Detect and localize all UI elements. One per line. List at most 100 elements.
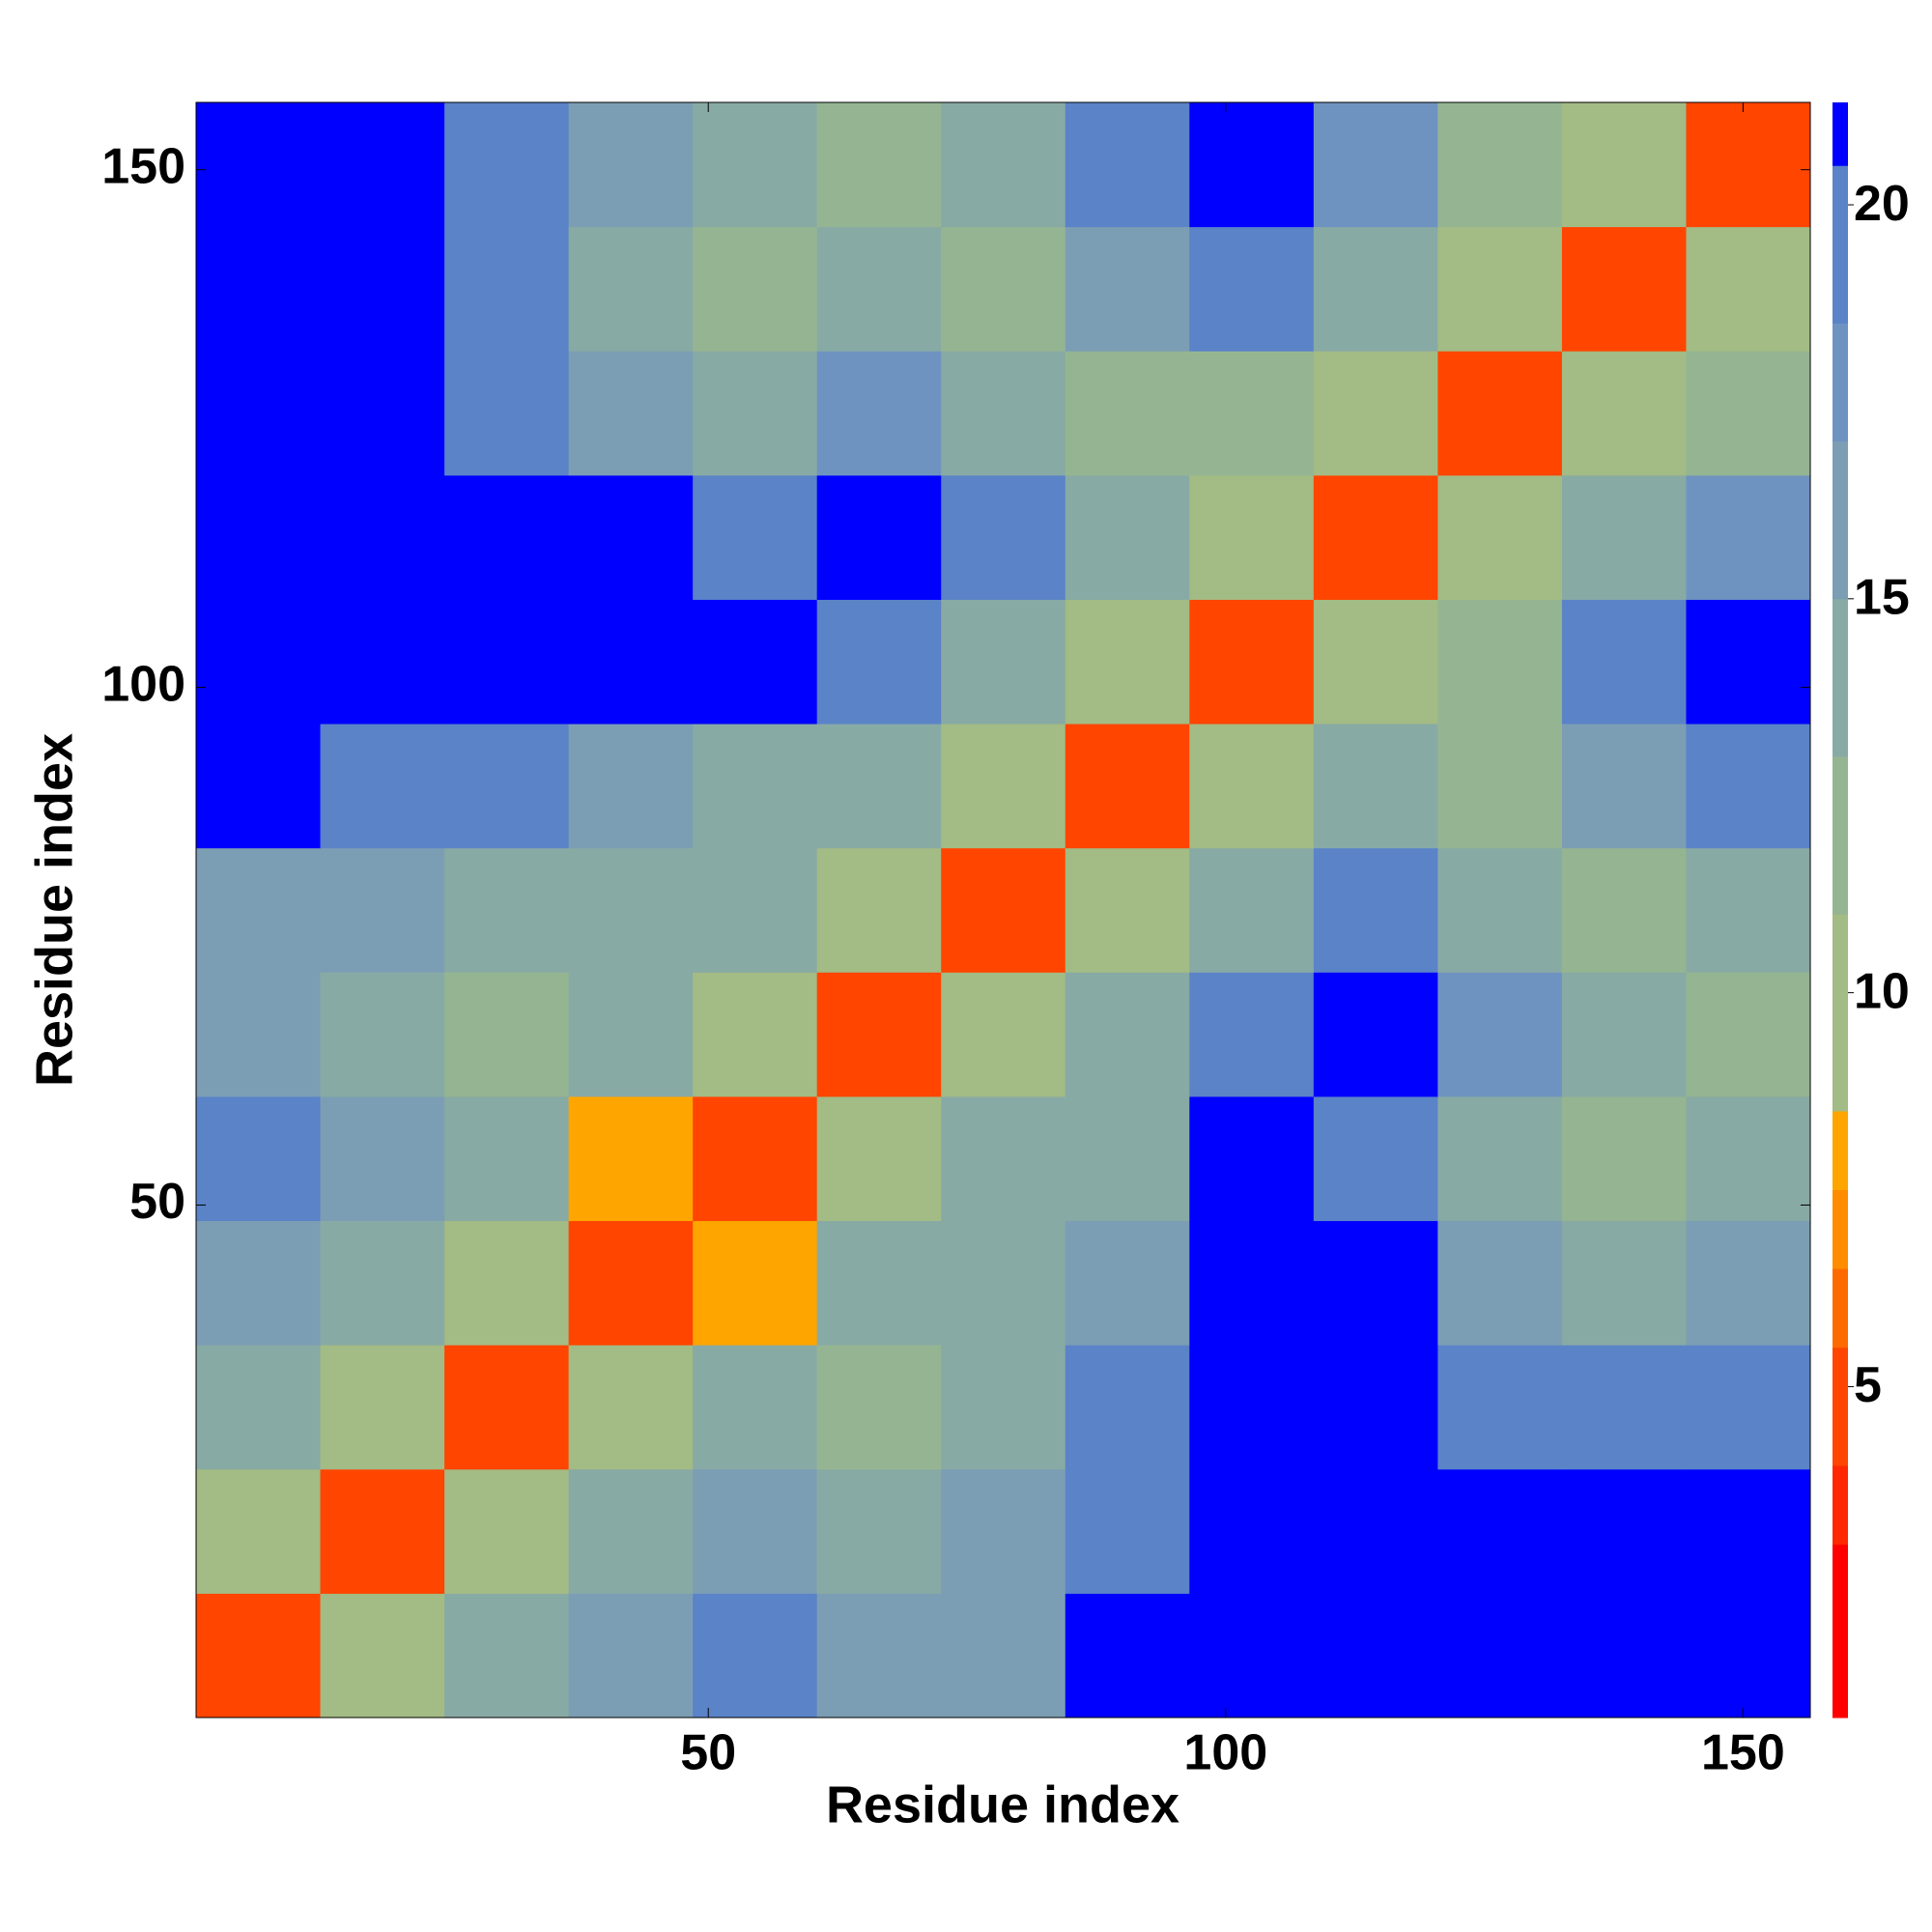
- y-tick-label: 100: [101, 656, 185, 712]
- heatmap-cell: [1189, 1593, 1315, 1719]
- heatmap-cell: [693, 351, 818, 476]
- heatmap-cell: [1313, 724, 1438, 849]
- heatmap-cell: [693, 972, 818, 1097]
- heatmap-cell: [1189, 102, 1315, 228]
- heatmap-cell: [941, 474, 1066, 600]
- heatmap-cell: [1561, 351, 1687, 476]
- heatmap-cell: [1686, 1345, 1811, 1470]
- heatmap-cell: [1313, 1345, 1438, 1470]
- heatmap-cell: [1065, 847, 1190, 973]
- heatmap-cell: [1065, 1095, 1190, 1222]
- heatmap-cell: [1065, 724, 1190, 849]
- heatmap-cell: [444, 1593, 570, 1719]
- heatmap-cell: [1189, 599, 1315, 724]
- heatmap-cell: [1065, 972, 1190, 1097]
- heatmap-cell: [1313, 1220, 1438, 1346]
- heatmap-cell: [1561, 1220, 1687, 1346]
- heatmap-cell: [196, 474, 322, 600]
- heatmap-cell: [1686, 351, 1811, 476]
- heatmap-cell: [1065, 351, 1190, 476]
- heatmap-cell: [1686, 226, 1811, 352]
- heatmap-cell: [444, 972, 570, 1097]
- heatmap-cell: [320, 724, 445, 849]
- colorbar-tick-label: 10: [1854, 963, 1910, 1019]
- heatmap-cell: [1561, 599, 1687, 724]
- colorbar-segment: [1833, 440, 1848, 600]
- colorbar-segment: [1833, 1465, 1848, 1546]
- heatmap-cell: [320, 972, 445, 1097]
- y-tick-label: 50: [129, 1174, 185, 1230]
- heatmap-cell: [444, 1095, 570, 1222]
- heatmap-cell: [693, 1468, 818, 1594]
- heatmap-cell: [568, 1095, 694, 1222]
- heatmap-cell: [1686, 1220, 1811, 1346]
- heatmap-cell: [693, 1220, 818, 1346]
- heatmap-cell: [320, 226, 445, 352]
- heatmap-cell: [1189, 724, 1315, 849]
- heatmap-cell: [1437, 724, 1563, 849]
- heatmap-cell: [1437, 1345, 1563, 1470]
- heatmap-cell: [568, 847, 694, 973]
- heatmap-cell: [693, 1095, 818, 1222]
- heatmap-cell: [816, 226, 942, 352]
- heatmap-cell: [1313, 351, 1438, 476]
- heatmap-cell: [1437, 226, 1563, 352]
- heatmap-cell: [444, 724, 570, 849]
- heatmap-cell: [941, 1593, 1066, 1719]
- heatmap-cell: [693, 847, 818, 973]
- heatmap-cell: [568, 972, 694, 1097]
- heatmap-cell: [816, 102, 942, 228]
- heatmap-cell: [320, 1468, 445, 1594]
- y-tick-label: 150: [101, 138, 185, 194]
- colorbar-segment: [1833, 165, 1848, 324]
- heatmap-cell: [444, 599, 570, 724]
- heatmap-cell: [1065, 1468, 1190, 1594]
- heatmap-cell: [1686, 474, 1811, 600]
- heatmap-cell: [1313, 1468, 1438, 1594]
- heatmap-cell: [816, 1468, 942, 1594]
- colorbar-tick-label: 20: [1854, 176, 1910, 232]
- heatmap-cell: [816, 1095, 942, 1222]
- heatmap-cell: [1065, 1593, 1190, 1719]
- heatmap-cell: [444, 351, 570, 476]
- heatmap-cell: [196, 1095, 322, 1222]
- heatmap-cell: [320, 1220, 445, 1346]
- heatmap-cell: [816, 972, 942, 1097]
- heatmap-cell: [568, 599, 694, 724]
- heatmap-cell: [941, 1220, 1066, 1346]
- heatmap-cell: [1313, 474, 1438, 600]
- heatmap-cell: [1065, 226, 1190, 352]
- heatmap-cell: [1313, 847, 1438, 973]
- heatmap-cell: [1189, 1468, 1315, 1594]
- heatmap-cell: [320, 847, 445, 973]
- heatmap-cell: [816, 474, 942, 600]
- heatmap-cell: [568, 226, 694, 352]
- colorbar-segment: [1833, 323, 1848, 442]
- heatmap-cell: [1189, 351, 1315, 476]
- heatmap-cell: [1065, 102, 1190, 228]
- heatmap-cell: [1313, 1095, 1438, 1222]
- heatmap-cell: [320, 599, 445, 724]
- heatmap-cell: [568, 351, 694, 476]
- heatmap-cell: [320, 474, 445, 600]
- heatmap-cell: [1686, 724, 1811, 849]
- heatmap-cell: [1189, 1220, 1315, 1346]
- heatmap-cell: [1313, 1593, 1438, 1719]
- heatmap-cell: [320, 1345, 445, 1470]
- heatmap-cell: [816, 724, 942, 849]
- heatmap-cell: [196, 226, 322, 352]
- heatmap-cell: [1686, 102, 1811, 228]
- heatmap-cell: [1437, 847, 1563, 973]
- heatmap-cell: [1437, 1593, 1563, 1719]
- colorbar-segment: [1833, 1347, 1848, 1466]
- heatmap-cell: [196, 847, 322, 973]
- x-tick-label: 100: [1183, 1725, 1267, 1781]
- heatmap-cell: [1686, 847, 1811, 973]
- colorbar-segment: [1833, 914, 1848, 1112]
- heatmap-cell: [816, 847, 942, 973]
- heatmap-cell: [693, 1345, 818, 1470]
- heatmap-cell: [1561, 1095, 1687, 1222]
- heatmap-cell: [1437, 102, 1563, 228]
- heatmap-cell: [568, 1345, 694, 1470]
